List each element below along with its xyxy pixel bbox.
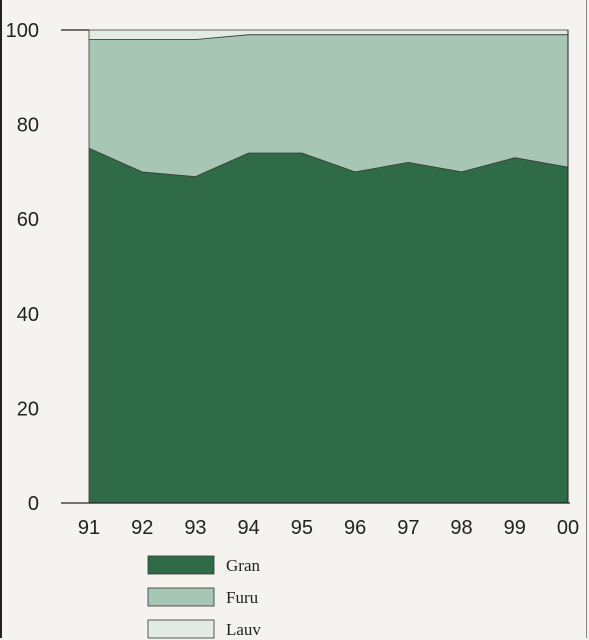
legend: Gran Furu Lauv — [147, 555, 261, 639]
y-tick-label: 80 — [17, 115, 39, 137]
x-tick-label: 98 — [450, 517, 472, 539]
y-tick-label: 60 — [17, 209, 39, 231]
x-tick-label: 99 — [504, 517, 526, 539]
area-furu — [88, 34, 569, 178]
x-tick-label: 95 — [291, 517, 313, 539]
y-tick-labels: 0 20 40 60 80 100 — [6, 20, 39, 515]
x-tick-labels: 91 92 93 94 95 96 97 98 99 00 — [78, 517, 579, 539]
legend-swatch-lauv — [147, 619, 215, 639]
x-tick-label: 92 — [131, 517, 153, 539]
legend-label-lauv: Lauv — [226, 620, 261, 639]
legend-label-gran: Gran — [226, 556, 260, 575]
x-tick-label: 91 — [78, 517, 100, 539]
x-tick-label: 94 — [238, 517, 260, 539]
area-layers — [88, 29, 569, 504]
y-tick-label: 0 — [28, 493, 39, 515]
x-tick-label: 97 — [397, 517, 419, 539]
y-tick-label: 20 — [17, 398, 39, 420]
x-tick-label: 93 — [184, 517, 206, 539]
axes — [61, 29, 570, 504]
y-tick-label: 40 — [17, 304, 39, 326]
legend-swatch-gran — [147, 555, 215, 575]
x-tick-label: 00 — [557, 517, 579, 539]
legend-label-furu: Furu — [226, 588, 259, 607]
legend-swatch-furu — [147, 587, 215, 607]
area-gran — [88, 147, 569, 504]
x-tick-label: 96 — [344, 517, 366, 539]
y-tick-label: 100 — [6, 20, 39, 42]
